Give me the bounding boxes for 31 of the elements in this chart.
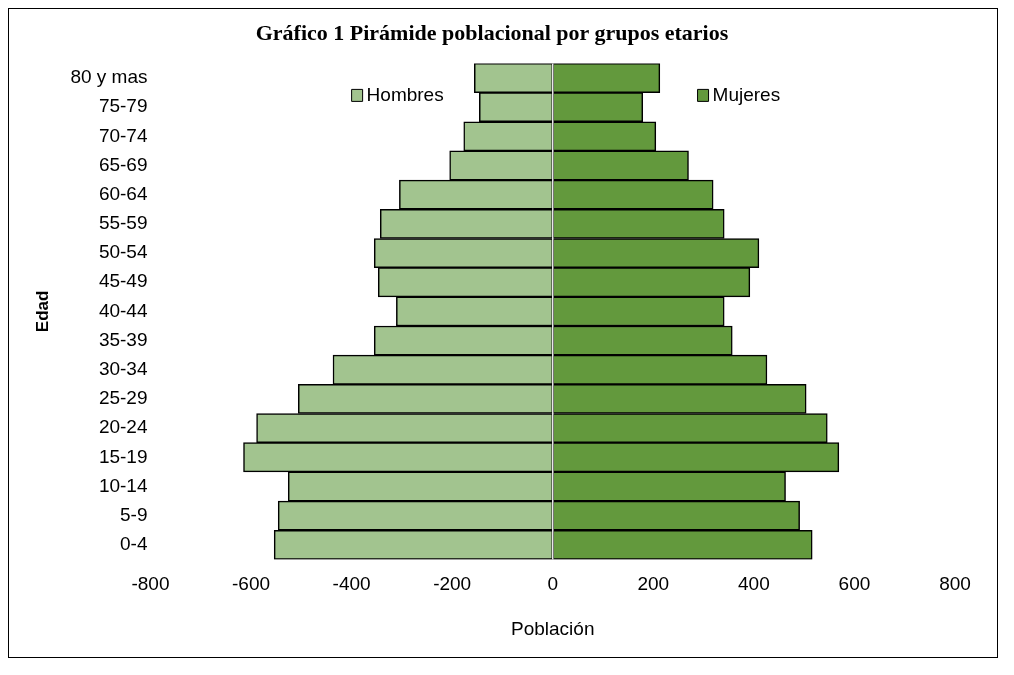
x-tick-label: -600 <box>232 573 271 595</box>
y-tick-label: 75-79 <box>98 95 148 117</box>
y-tick-label: 40-44 <box>98 299 148 321</box>
x-tick-label: -800 <box>131 573 170 595</box>
y-tick-label: 45-49 <box>98 270 148 292</box>
x-tick-label: 600 <box>838 573 871 595</box>
x-tick-label: 200 <box>637 573 670 595</box>
y-tick-label: 15-19 <box>98 445 148 467</box>
y-tick-label: 80 y mas <box>70 66 148 88</box>
x-tick-label: -400 <box>332 573 371 595</box>
y-tick-label: 25-29 <box>98 387 148 409</box>
legend-label: Mujeres <box>712 83 781 105</box>
y-tick-label: 35-39 <box>98 328 148 350</box>
y-tick-label: 55-59 <box>98 212 148 234</box>
x-tick-label: 0 <box>547 573 559 595</box>
x-axis-title: Población <box>511 617 595 639</box>
y-tick-label: 30-34 <box>98 357 148 379</box>
y-tick-label: 5-9 <box>120 503 148 525</box>
chart-title: Gráfico 1 Pirámide poblacional por grupos etarios <box>255 19 729 45</box>
y-tick-label: 0-4 <box>120 533 148 555</box>
y-tick-label: 10-14 <box>98 474 148 496</box>
y-axis-title: Edad <box>32 290 52 333</box>
y-tick-label: 65-69 <box>98 153 148 175</box>
y-tick-label: 70-74 <box>98 124 148 146</box>
y-tick-label: 50-54 <box>98 241 148 263</box>
x-tick-label: -200 <box>433 573 472 595</box>
y-tick-label: 60-64 <box>98 182 148 204</box>
legend-label: Hombres <box>366 83 444 105</box>
x-tick-label: 800 <box>939 573 971 595</box>
x-tick-label: 400 <box>738 573 770 595</box>
y-tick-label: 20-24 <box>98 416 148 438</box>
